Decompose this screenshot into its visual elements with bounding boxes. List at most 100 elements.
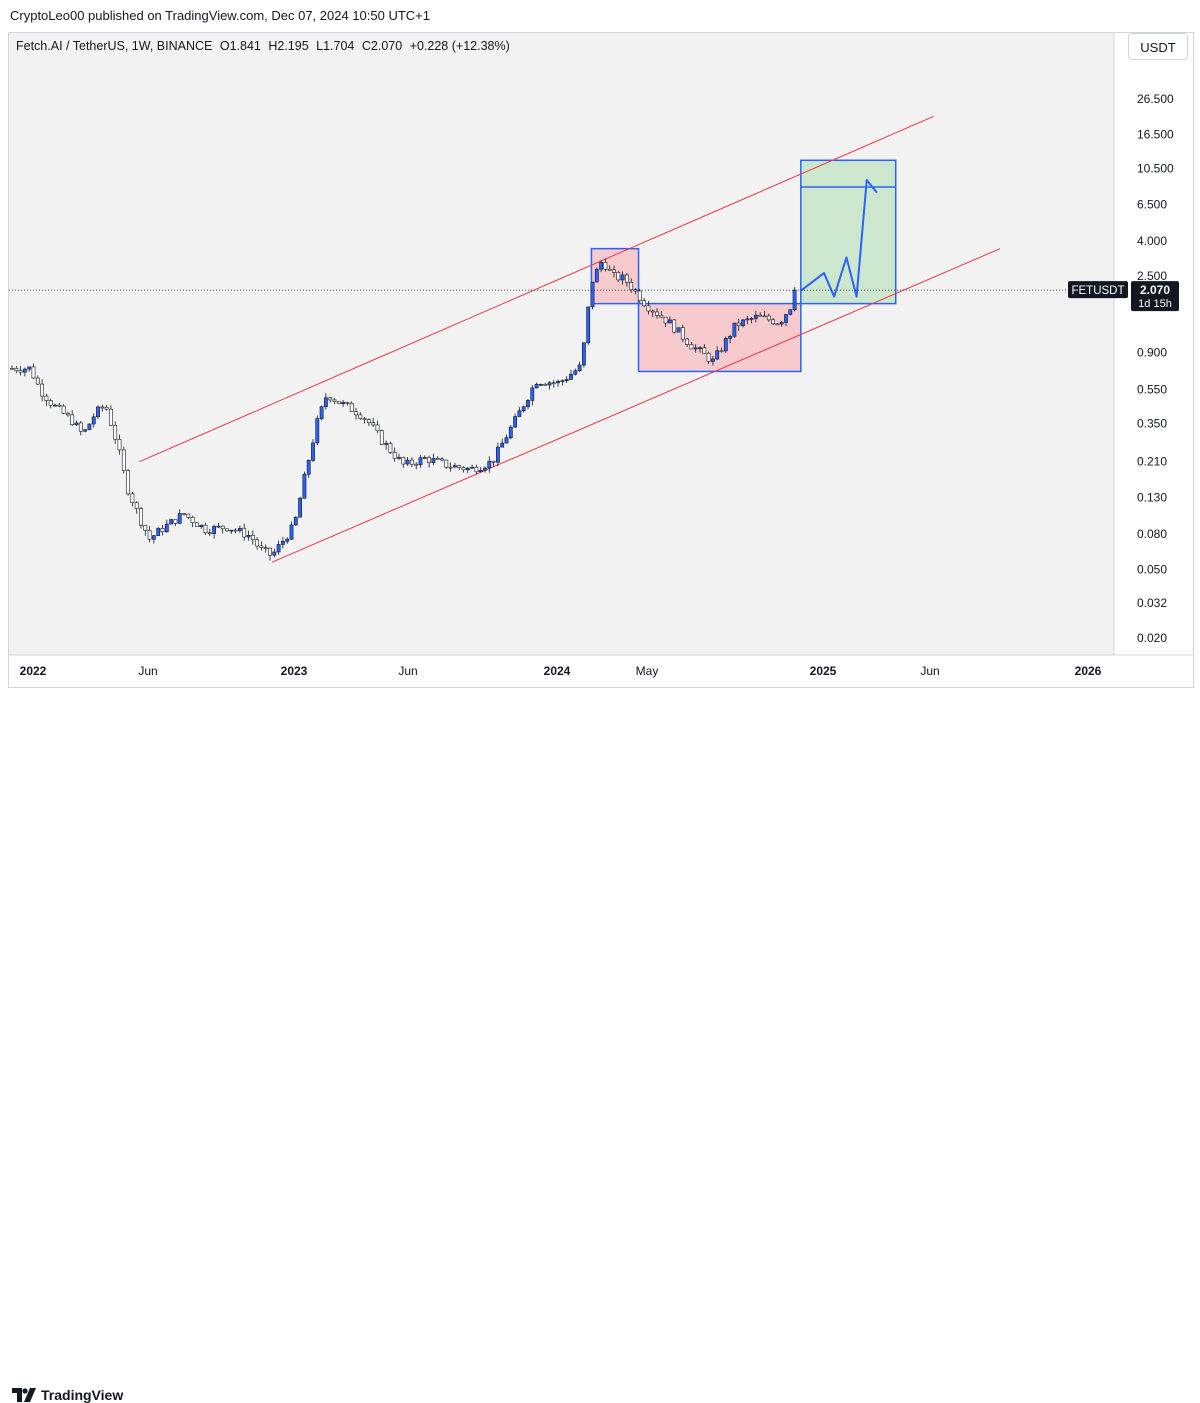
candles [10,258,797,561]
candle [345,402,350,404]
candle [242,527,247,538]
projection-path [800,178,878,298]
candle [216,525,221,528]
candle [268,547,272,556]
candle [160,528,165,533]
candle [771,319,776,325]
tradingview-logo[interactable]: TradingView [12,1387,123,1403]
candle [663,316,668,324]
candle [766,315,771,321]
candle [195,522,199,527]
x-tick-label: Jun [398,664,417,678]
y-tick-label: 0.210 [1137,455,1167,469]
candle [551,382,556,385]
candle [642,300,647,307]
candle [53,404,57,407]
candle [465,467,470,471]
candle [590,281,595,308]
candle [91,416,96,425]
candle [156,528,161,536]
x-tick-label: Jun [138,664,157,678]
publish-header: CryptoLeo00 published on TradingView.com… [0,0,1200,32]
candle [354,411,358,416]
candle [199,524,204,527]
candle [655,311,659,316]
candle [362,418,367,421]
candle [581,342,586,366]
candle [422,457,427,459]
candle [478,469,483,473]
candle [728,335,733,339]
candle [293,516,298,526]
candle [121,449,126,471]
candle [706,353,711,362]
y-tick-label: 16.500 [1137,128,1174,142]
candle [414,463,419,466]
candle [78,422,83,432]
candle [547,382,552,386]
y-tick-label: 0.050 [1137,562,1167,576]
candle [190,516,195,524]
candle [130,493,135,503]
candle [526,400,530,407]
publish-line: CryptoLeo00 published on TradingView.com… [10,8,430,23]
candle [319,406,324,419]
x-tick-label: Jun [920,664,939,678]
candle [659,315,664,318]
x-tick-label: 2023 [281,664,308,678]
candle [646,305,651,312]
candle [272,551,277,556]
candle [741,319,745,326]
range-box-red-2 [637,302,802,373]
candle [332,399,337,402]
candle [637,290,642,302]
candle [698,347,702,349]
candle [233,529,238,532]
candle [685,338,690,345]
candle [358,414,363,419]
candle [328,397,333,401]
y-tick-label: 0.020 [1137,631,1167,645]
candle [74,422,79,426]
y-tick-label: 0.550 [1137,383,1167,397]
currency-button[interactable]: USDT [1128,33,1188,60]
candle [280,541,285,545]
candle [186,513,191,518]
candle [70,414,75,426]
candle [255,539,260,547]
candle [530,387,535,401]
candle [203,524,208,534]
candle [401,457,406,465]
symbol-name: Fetch.AI / TetherUS, 1W, BINANCE [16,39,213,53]
candle [388,443,393,453]
candle [14,368,19,371]
tradingview-logo-icon [12,1388,36,1402]
candle [229,529,234,532]
ohlc-close: C2.070 [361,39,403,53]
y-tick-label: 2.500 [1137,269,1167,283]
candle [457,465,462,468]
x-tick-label: May [636,664,659,678]
candle [40,383,45,397]
candle [517,410,522,417]
candle [87,423,92,431]
candle [444,459,449,468]
candle [732,322,737,337]
price-chart[interactable]: 26.500 16.500 10.500 6.500 4.000 2.500 0.900 0.… [0,0,1200,690]
candle [599,262,604,270]
y-tick-label: 0.900 [1137,346,1167,360]
candle [289,524,294,540]
candle [311,442,315,461]
price-tag-symbol-bg [1068,281,1128,299]
y-tick-label: 0.032 [1137,596,1167,610]
candle [723,338,728,352]
candle [792,289,797,310]
candle [173,519,178,524]
candle [491,460,496,463]
candle [238,527,242,531]
x-tick-label: 2026 [1075,664,1102,678]
candle [96,406,100,418]
candle [126,470,131,495]
candle [117,438,122,451]
